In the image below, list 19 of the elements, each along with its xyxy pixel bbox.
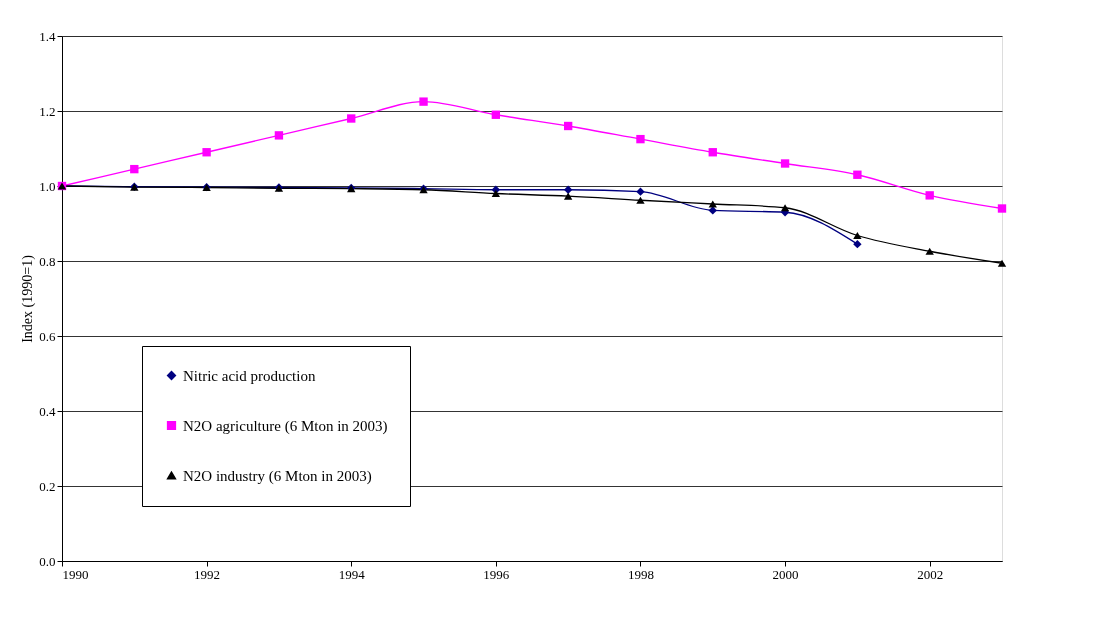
legend-label: N2O agriculture (6 Mton in 2003) xyxy=(183,417,388,435)
y-tick-label: 0.6 xyxy=(39,328,56,344)
x-tick-label: 1992 xyxy=(194,566,221,582)
y-tick-label: 1.0 xyxy=(39,178,56,194)
y-tick-label: 0.0 xyxy=(39,553,56,569)
x-tick-label: 2000 xyxy=(772,566,799,582)
legend-label: Nitric acid production xyxy=(183,367,316,384)
y-axis-title: Index (1990=1) xyxy=(20,254,37,343)
y-tick-label: 0.8 xyxy=(39,253,56,269)
y-tick-label: 0.2 xyxy=(39,478,56,494)
y-tick-label: 1.2 xyxy=(39,103,56,119)
x-tick-label: 1998 xyxy=(627,566,654,582)
legend-label: N2O industry (6 Mton in 2003) xyxy=(183,467,372,485)
x-tick-label: 1996 xyxy=(483,566,510,582)
x-tick-label: 1994 xyxy=(338,566,366,582)
x-tick-label: 1990 xyxy=(62,566,89,582)
x-tick-label: 2002 xyxy=(917,566,944,582)
y-tick-label: 1.4 xyxy=(39,28,56,44)
y-tick-label: 0.4 xyxy=(39,403,56,419)
